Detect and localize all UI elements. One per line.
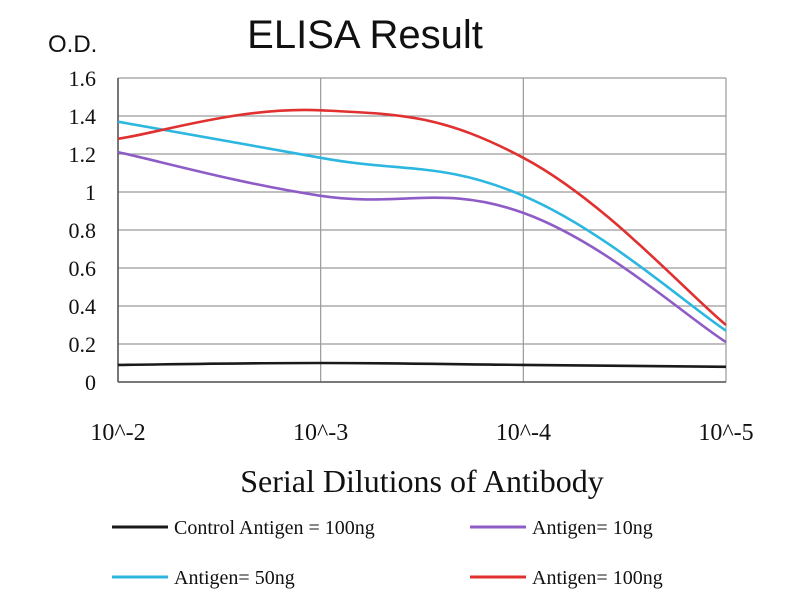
y-tick-label: 0.4 [69, 294, 97, 319]
axes [117, 78, 726, 383]
legend-label: Control Antigen = 100ng [174, 517, 375, 539]
y-tick-label: 1.2 [69, 142, 97, 167]
x-axis-label: Serial Dilutions of Antibody [240, 463, 604, 499]
legend-label: Antigen= 100ng [532, 567, 663, 589]
series-line [117, 108, 727, 327]
y-tick-label: 0.8 [69, 218, 97, 243]
y-tick-label: 0 [85, 370, 96, 395]
y-tick-label: 1.4 [69, 104, 97, 129]
series-line [117, 150, 727, 344]
y-tick-label: 1.6 [69, 66, 97, 91]
y-axis-label: O.D. [48, 31, 97, 58]
y-tick-label: 0.2 [69, 332, 97, 357]
x-tick-label: 10^-5 [698, 420, 753, 446]
grid-lines [118, 77, 727, 383]
x-tick-labels: 10^-2 10^-3 10^-4 10^-5 [90, 420, 753, 446]
legend-label: Antigen= 10ng [532, 517, 653, 539]
y-tick-label: 0.6 [69, 256, 97, 281]
x-tick-label: 10^-4 [496, 420, 551, 446]
series-line [117, 361, 727, 369]
series-line [117, 120, 727, 332]
legend-label: Antigen= 50ng [174, 567, 295, 589]
chart-title: ELISA Result [247, 13, 483, 57]
legend: Control Antigen = 100ng Antigen= 10ng Anti… [112, 517, 663, 589]
y-tick-labels: 0 0.2 0.4 0.6 0.8 1 1.2 1.4 1.6 [69, 66, 97, 395]
series-lines [117, 108, 727, 369]
x-tick-label: 10^-3 [293, 420, 348, 446]
y-tick-label: 1 [85, 180, 96, 205]
x-tick-label: 10^-2 [90, 420, 145, 446]
